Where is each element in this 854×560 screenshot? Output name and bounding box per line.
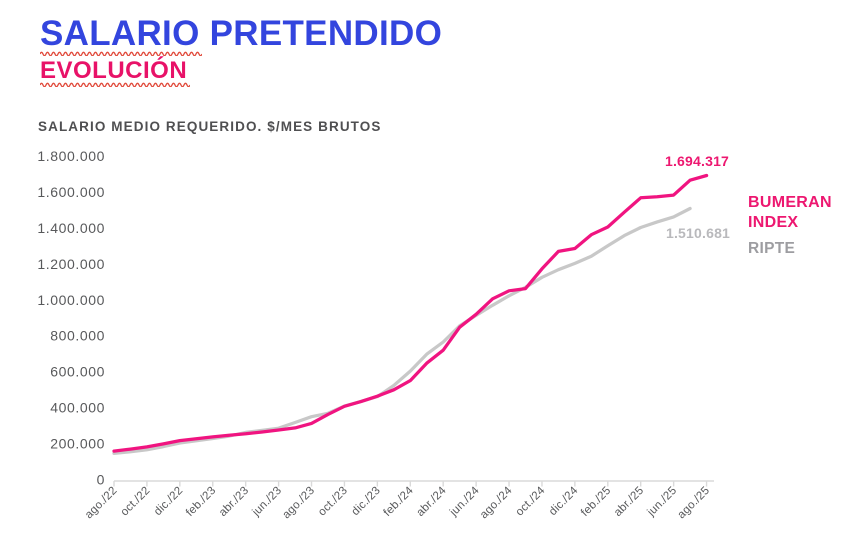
x-axis-label: abr./24	[414, 484, 449, 519]
x-axis-label: jun./23	[250, 485, 285, 520]
y-axis-label: 1.600.000	[37, 184, 105, 200]
x-axis-label: oct./24	[514, 484, 548, 518]
legend-item-bumeran-index: BUMERAN INDEX	[748, 194, 832, 231]
ripte-last-value-label: 1.510.681	[665, 225, 731, 241]
title-rest: PRETENDIDO	[199, 14, 443, 53]
legend-item-ripte: RIPTE	[748, 240, 796, 257]
x-axis-label: ago./25	[676, 485, 713, 522]
x-axis-label: dic./22	[152, 485, 185, 518]
chart-legend: BUMERAN INDEX RIPTE	[748, 193, 844, 258]
y-axis-label: 1.800.000	[37, 148, 105, 164]
bumeran-last-value-label: 1.694.317	[664, 153, 730, 169]
x-axis-label: oct./22	[119, 485, 153, 519]
chart-title: SALARIO MEDIO REQUERIDO. $/MES BRUTOS	[38, 119, 382, 134]
series-line-bumeran-index	[112, 173, 709, 453]
x-axis-label: oct./23	[316, 485, 350, 519]
x-axis-label: dic./23	[350, 485, 383, 518]
x-axis-label: feb./24	[382, 484, 417, 519]
x-axis-label: jun./25	[645, 485, 680, 520]
x-axis-label: abr./23	[217, 485, 251, 519]
x-axis-label: ago./22	[83, 485, 120, 522]
y-axis-label: 1.000.000	[37, 292, 105, 308]
x-axis-label: feb./25	[579, 485, 613, 519]
y-axis-label: 400.000	[50, 400, 105, 416]
page-title: SALARIO PRETENDIDO	[40, 14, 442, 54]
x-axis-label: ago./24	[478, 484, 515, 521]
page-subtitle: EVOLUCIÓN	[40, 57, 187, 85]
y-axis-label: 0	[97, 472, 105, 488]
x-axis-label: abr./25	[612, 485, 646, 519]
x-axis-label: dic./24	[547, 484, 581, 518]
y-axis-label: 1.200.000	[37, 256, 105, 272]
y-axis-label: 1.400.000	[37, 220, 105, 236]
title-accent-word: SALARIO	[40, 14, 200, 53]
subtitle-word: EVOLUCIÓN	[40, 57, 188, 84]
x-axis-label: feb./23	[184, 485, 218, 519]
x-axis-label: jun./24	[447, 484, 482, 519]
y-axis-label: 600.000	[50, 364, 105, 380]
series-line-ripte	[112, 206, 692, 456]
y-axis-label: 200.000	[50, 436, 105, 452]
y-axis-label: 800.000	[50, 328, 105, 344]
x-axis-label: ago./23	[281, 485, 318, 522]
